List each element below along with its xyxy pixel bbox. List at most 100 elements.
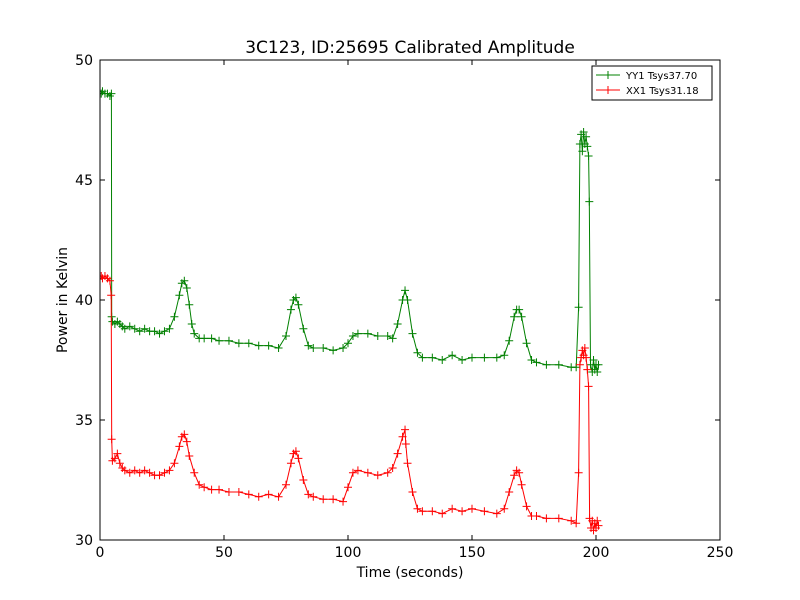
data-point-0-68	[458, 356, 467, 364]
data-point-0-85	[574, 303, 583, 312]
data-point-1-86	[575, 360, 584, 369]
data-point-1-46	[309, 492, 318, 501]
data-point-0-44	[294, 300, 303, 309]
data-point-0-91	[582, 132, 591, 141]
data-point-0-21	[165, 324, 174, 333]
x-tick-label-0: 0	[96, 545, 105, 561]
data-point-0-38	[264, 341, 273, 350]
chart-title: 3C123, ID:25695 Calibrated Amplitude	[245, 38, 575, 58]
legend-label-0: YY1 Tsys37.70	[625, 71, 697, 82]
x-axis-ticks: 0 50 100 150 200 250	[96, 60, 733, 561]
data-point-0-48	[319, 344, 328, 352]
data-point-0-39	[274, 344, 283, 352]
data-point-1-74	[510, 471, 519, 480]
data-point-1-70	[480, 507, 489, 516]
data-point-1-12	[120, 466, 129, 475]
data-point-0-92	[583, 142, 592, 151]
data-point-1-14	[130, 466, 139, 475]
data-point-1-101	[594, 521, 603, 530]
data-point-0-50	[339, 344, 348, 352]
data-point-0-33	[215, 336, 224, 345]
data-point-1-68	[458, 507, 467, 516]
data-point-0-53	[353, 329, 362, 338]
y-tick-label-3: 45	[75, 173, 93, 189]
data-point-1-47	[319, 495, 328, 504]
data-point-1-72	[500, 504, 509, 513]
data-point-1-55	[383, 468, 392, 477]
data-point-1-61	[403, 459, 412, 468]
data-point-0-12	[120, 324, 129, 333]
legend: YY1 Tsys37.70 XX1 Tsys31.18	[591, 65, 713, 101]
data-point-1-17	[145, 468, 154, 477]
data-point-0-65	[428, 353, 437, 362]
data-point-0-19	[155, 329, 164, 338]
data-point-1-59	[401, 425, 410, 434]
data-point-0-40	[282, 332, 290, 340]
data-point-1-32	[215, 485, 224, 494]
data-point-0-27	[185, 300, 194, 309]
y-tick-label-4: 50	[75, 53, 93, 69]
data-point-0-16	[140, 324, 149, 333]
data-point-1-21	[165, 466, 174, 475]
x-tick-label-1: 50	[215, 545, 233, 561]
y-tick-label-0: 30	[75, 533, 93, 549]
data-point-0-76	[515, 305, 524, 314]
data-point-0-78	[522, 339, 531, 348]
data-point-1-56	[388, 464, 397, 472]
data-point-0-49	[329, 346, 338, 355]
x-tick-label-2: 100	[335, 545, 362, 561]
plot-series	[100, 87, 603, 535]
data-point-1-42	[291, 447, 300, 456]
x-axis-label: Time (seconds)	[356, 565, 464, 581]
data-point-0-81	[542, 360, 551, 369]
data-point-1-83	[567, 516, 576, 525]
data-point-0-64	[418, 353, 427, 362]
data-point-0-13	[125, 322, 134, 331]
data-point-0-56	[383, 332, 392, 340]
x-tick-label-3: 150	[459, 545, 486, 561]
data-point-1-38	[274, 492, 283, 501]
data-point-1-81	[542, 514, 551, 523]
data-point-0-66	[438, 356, 447, 364]
data-point-1-93	[584, 382, 593, 391]
series-1	[100, 272, 603, 535]
legend-label-1: XX1 Tsys31.18	[626, 86, 699, 97]
data-point-1-84	[572, 519, 581, 528]
data-point-0-5	[107, 89, 116, 98]
data-point-1-30	[200, 483, 209, 492]
legend-marker-0	[604, 71, 612, 79]
series-line-0	[100, 90, 599, 373]
data-point-0-52	[348, 332, 357, 340]
data-point-1-44	[299, 476, 308, 484]
data-point-0-18	[150, 327, 159, 336]
data-point-0-61	[403, 296, 412, 304]
data-point-1-13	[125, 468, 134, 477]
data-point-1-28	[190, 468, 199, 477]
data-point-1-50	[344, 483, 352, 492]
data-point-0-25	[180, 276, 189, 285]
data-point-1-48	[329, 495, 338, 504]
data-point-1-39	[282, 480, 290, 489]
data-point-0-43	[291, 293, 300, 302]
data-point-1-90	[580, 344, 589, 352]
data-point-0-55	[373, 332, 382, 340]
data-point-0-77	[517, 312, 526, 321]
data-point-0-97	[589, 356, 598, 364]
data-point-1-36	[254, 492, 263, 501]
data-point-1-76	[515, 468, 524, 477]
data-point-1-34	[234, 488, 243, 496]
data-point-0-28	[187, 320, 196, 328]
data-point-0-89	[579, 128, 588, 136]
data-point-0-22	[170, 312, 179, 321]
data-point-1-25	[180, 430, 189, 439]
data-point-0-74	[510, 312, 519, 321]
data-point-0-51	[344, 339, 352, 348]
data-point-0-46	[304, 341, 313, 350]
data-point-0-94	[585, 197, 594, 206]
series-0	[100, 87, 603, 376]
data-point-1-5	[107, 291, 116, 300]
data-point-1-40	[286, 459, 295, 468]
data-point-1-77	[517, 480, 526, 489]
data-point-1-53	[363, 468, 372, 477]
